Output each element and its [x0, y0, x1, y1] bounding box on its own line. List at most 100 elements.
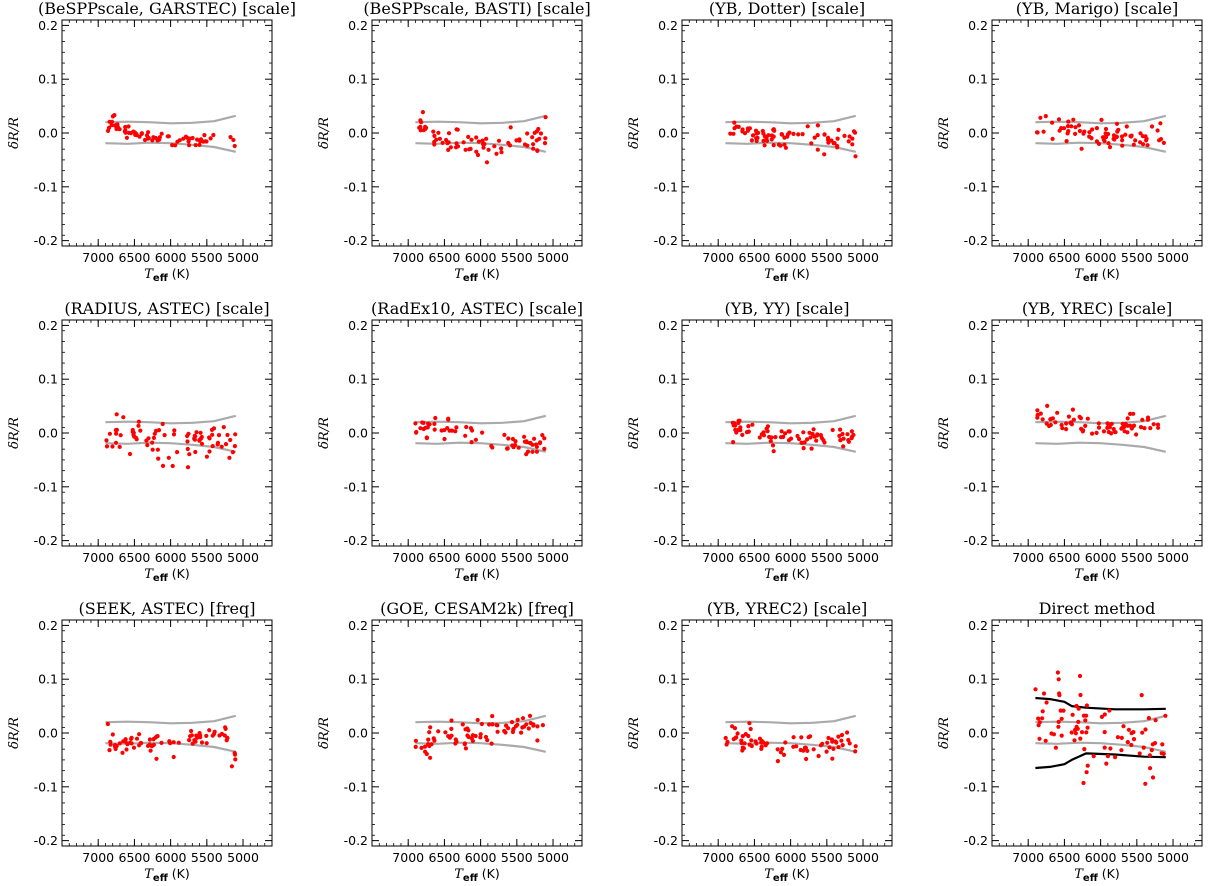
y-tick-label: -0.1: [654, 479, 678, 494]
plot-frame: [681, 619, 893, 847]
x-axis-label: Teff (K): [764, 866, 810, 884]
plot-frame: [61, 619, 273, 847]
plot-frame: [61, 19, 273, 247]
y-axis-label: δR/R: [317, 417, 332, 449]
data-point: [225, 432, 230, 438]
data-point: [830, 427, 835, 433]
x-tick-label: 6500: [429, 250, 461, 265]
panel-title: (GOE, CESAM2k) [freq]: [380, 599, 574, 618]
data-point: [453, 737, 458, 742]
data-point: [840, 431, 845, 437]
x-tick-label: 5000: [227, 850, 259, 865]
y-axis-label: δR/R: [627, 117, 642, 149]
x-tick-label: 5000: [227, 550, 259, 565]
y-tick-label: 0.2: [658, 618, 678, 633]
data-point: [1076, 719, 1081, 725]
data-point: [436, 130, 441, 135]
data-point: [802, 745, 808, 750]
data-point: [117, 444, 122, 449]
data-point: [473, 437, 478, 442]
data-point: [531, 142, 536, 147]
y-tick-label: 0.0: [348, 426, 368, 441]
data-point: [750, 133, 756, 138]
data-point: [1143, 781, 1148, 786]
data-point: [138, 428, 143, 433]
data-point: [1081, 780, 1086, 786]
data-point: [443, 730, 448, 735]
data-point: [508, 125, 513, 130]
data-point: [228, 135, 233, 140]
data-point: [1053, 420, 1058, 425]
y-tick-label: 0.0: [968, 426, 988, 441]
data-point: [445, 426, 450, 431]
data-point: [490, 722, 495, 727]
panel-title: (BeSPPscale, GARSTEC) [scale]: [38, 0, 296, 18]
data-point: [1106, 141, 1111, 146]
data-point: [535, 724, 540, 729]
data-point: [796, 132, 801, 137]
data-point: [198, 430, 203, 435]
x-tick-label: 7000: [392, 250, 424, 265]
x-tick-label: 6000: [155, 250, 187, 265]
data-point: [811, 747, 816, 752]
data-point: [426, 737, 431, 742]
x-axis-label: Teff (K): [1074, 266, 1120, 284]
panel-9: (SEEK, ASTEC) [freq] -0.2 -0.1 0.0 0.1 0.2 700…: [7, 599, 273, 884]
y-tick-label: 0.0: [348, 126, 368, 141]
x-tick-label: 5000: [847, 850, 879, 865]
data-point: [542, 446, 547, 451]
data-point: [1035, 408, 1040, 413]
data-point: [779, 132, 785, 137]
data-point: [535, 738, 540, 743]
data-point: [427, 730, 432, 735]
data-point: [1043, 738, 1048, 743]
data-point: [815, 133, 820, 138]
data-point: [787, 429, 792, 434]
data-point: [791, 744, 796, 749]
data-point: [427, 743, 432, 749]
data-point: [732, 120, 737, 125]
data-point: [1114, 121, 1120, 126]
data-point: [1056, 719, 1061, 725]
data-point: [1163, 713, 1168, 718]
panel-title: (YB, YY) [scale]: [725, 299, 850, 318]
data-point: [1116, 127, 1121, 132]
y-tick-label: 0.1: [968, 372, 988, 387]
data-point: [1153, 718, 1158, 723]
y-tick-label: 0.2: [348, 318, 368, 333]
y-tick-label: 0.1: [658, 672, 678, 687]
y-axis-label: δR/R: [317, 117, 332, 149]
data-point: [1037, 736, 1042, 741]
data-point: [1129, 426, 1134, 431]
panel-5: (RADIUS, ASTEC) [scale] -0.2 -0.1 0.0 0.1 0.2…: [7, 299, 273, 584]
data-point: [107, 431, 112, 436]
data-point: [818, 433, 824, 438]
data-point: [496, 138, 502, 143]
data-point: [484, 136, 489, 141]
data-point: [495, 723, 500, 728]
data-point: [801, 446, 806, 451]
data-point: [771, 143, 776, 148]
y-tick-label: 0.0: [658, 726, 678, 741]
data-point: [815, 147, 820, 152]
data-point: [489, 741, 494, 746]
y-tick-label: 0.2: [348, 618, 368, 633]
data-point: [748, 726, 753, 732]
panel-title: (YB, YREC2) [scale]: [707, 599, 868, 618]
data-point: [838, 427, 843, 432]
x-tick-label: 6000: [465, 250, 497, 265]
data-point: [426, 421, 431, 426]
x-tick-label: 7000: [702, 250, 734, 265]
data-point: [208, 136, 213, 141]
data-point: [212, 729, 217, 734]
y-axis-label: δR/R: [937, 717, 952, 749]
data-point: [1150, 742, 1155, 747]
x-tick-label: 6500: [429, 850, 461, 865]
data-point: [1090, 127, 1095, 132]
data-point: [198, 139, 203, 144]
data-point: [421, 420, 426, 425]
data-point: [113, 428, 118, 433]
data-point: [1111, 133, 1116, 138]
data-point: [436, 729, 441, 734]
data-point: [474, 135, 479, 140]
